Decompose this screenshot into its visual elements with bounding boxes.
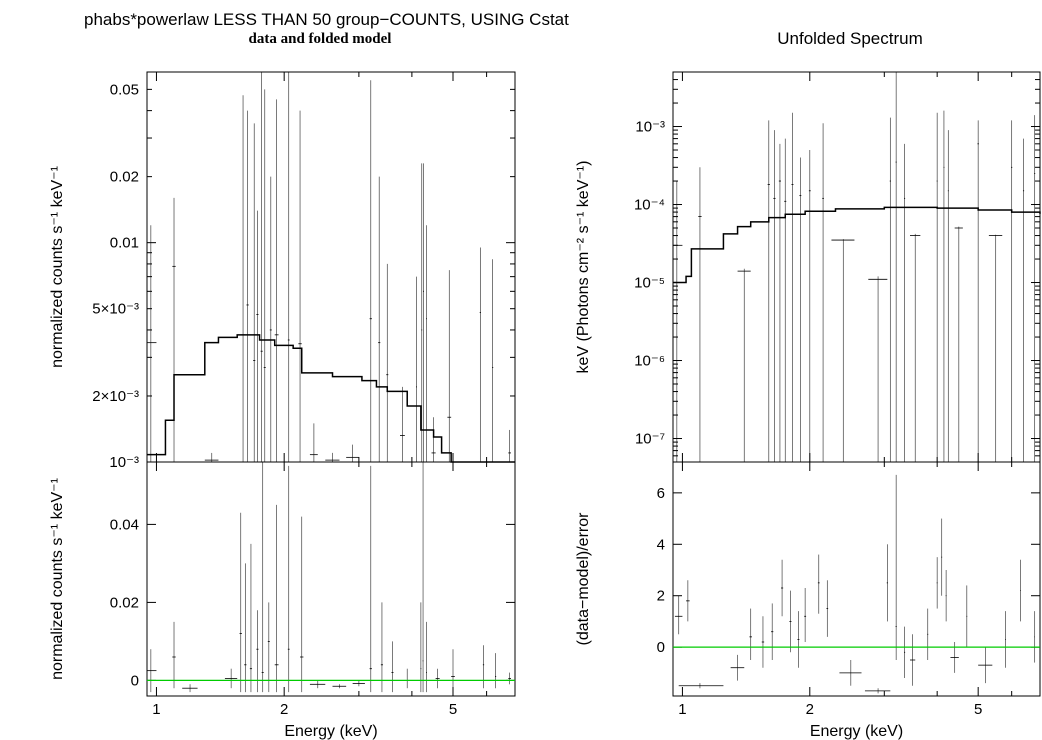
left-chart-title: phabs*powerlaw LESS THAN 50 group−COUNTS… bbox=[84, 10, 569, 29]
y-axis-label: normalized counts s⁻¹ keV⁻¹ bbox=[49, 166, 66, 368]
y-tick-label: 10⁻³ bbox=[109, 454, 139, 471]
x-tick-label: 1 bbox=[678, 701, 686, 718]
y-tick-label: 0 bbox=[657, 639, 665, 656]
y-tick-label: 10⁻⁴ bbox=[634, 197, 665, 214]
x-tick-label: 2 bbox=[280, 701, 288, 718]
left-top-frame bbox=[146, 71, 516, 463]
y-axis-label: normalized counts s⁻¹ keV⁻¹ bbox=[49, 478, 66, 680]
y-tick-label: 0.02 bbox=[110, 169, 139, 186]
y-tick-label: 5×10⁻³ bbox=[92, 301, 139, 318]
model-step-line bbox=[673, 206, 1041, 284]
right-bottom-frame bbox=[672, 461, 1041, 697]
y-axis-label: (data−model)/error bbox=[575, 512, 592, 646]
model-step-line bbox=[147, 334, 515, 463]
x-tick-label: 2 bbox=[806, 701, 814, 718]
y-tick-label: 0 bbox=[131, 672, 139, 689]
left-chart-subtitle: data and folded model bbox=[248, 31, 392, 47]
y-tick-label: 0.04 bbox=[110, 516, 139, 533]
y-tick-label: 2 bbox=[657, 588, 665, 605]
y-tick-label: 0.02 bbox=[110, 594, 139, 611]
x-axis-label: Energy (keV) bbox=[284, 723, 377, 740]
x-tick-label: 1 bbox=[152, 701, 160, 718]
y-tick-label: 6 bbox=[657, 485, 665, 502]
x-tick-label: 5 bbox=[449, 701, 457, 718]
y-tick-label: 2×10⁻³ bbox=[92, 388, 139, 405]
right-chart-title: Unfolded Spectrum bbox=[777, 29, 923, 48]
right-top-frame bbox=[672, 71, 1041, 463]
y-tick-label: 4 bbox=[657, 536, 665, 553]
y-tick-label: 10⁻⁷ bbox=[635, 431, 665, 448]
y-tick-label: 10⁻³ bbox=[635, 119, 665, 136]
y-tick-label: 10⁻⁶ bbox=[634, 353, 665, 370]
y-tick-label: 0.05 bbox=[110, 81, 139, 98]
y-tick-label: 10⁻⁵ bbox=[634, 275, 665, 292]
y-axis-label: keV (Photons cm⁻² s⁻¹ keV⁻¹) bbox=[575, 161, 592, 374]
x-tick-label: 5 bbox=[974, 701, 982, 718]
y-tick-label: 0.01 bbox=[110, 235, 139, 252]
left-bottom-frame bbox=[146, 461, 516, 697]
x-axis-label: Energy (keV) bbox=[810, 723, 903, 740]
